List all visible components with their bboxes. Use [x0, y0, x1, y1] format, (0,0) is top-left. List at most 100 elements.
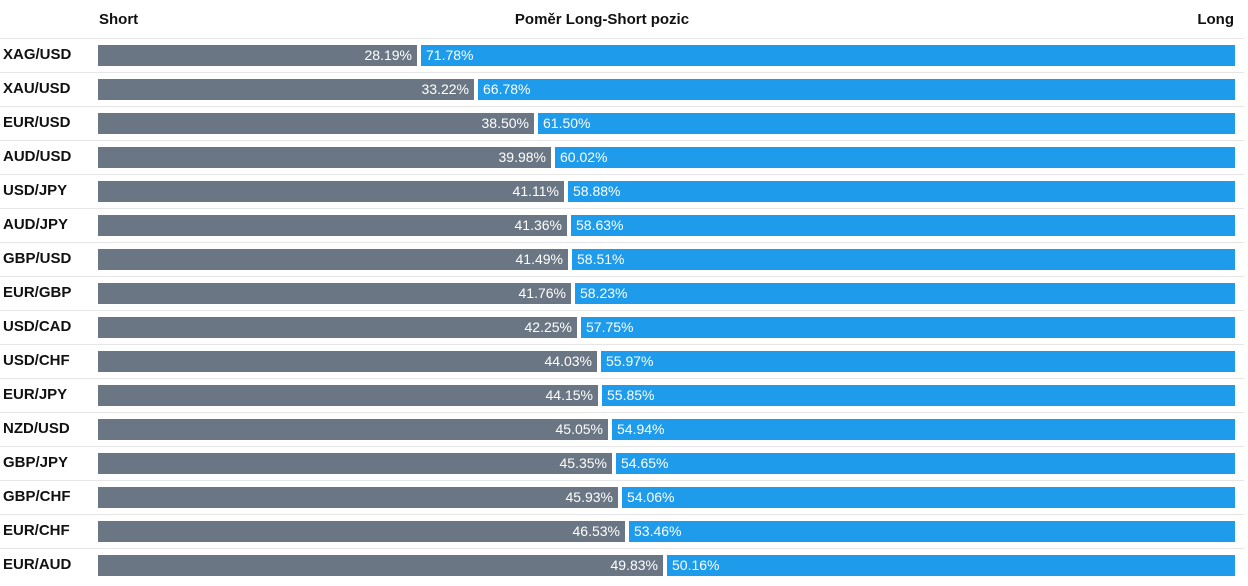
table-row: USD/CAD 42.25% 57.75% — [0, 310, 1244, 345]
table-row: NZD/USD 45.05% 54.94% — [0, 412, 1244, 447]
table-row: USD/CHF 44.03% 55.97% — [0, 344, 1244, 379]
long-value-label: 50.16% — [672, 557, 720, 573]
short-bar: 49.83% — [98, 555, 663, 576]
currency-pair-label: GBP/JPY — [3, 454, 69, 471]
currency-pair-label: XAG/USD — [3, 46, 72, 63]
short-value-label: 44.03% — [544, 353, 592, 369]
table-row: GBP/CHF 45.93% 54.06% — [0, 480, 1244, 515]
short-value-label: 42.25% — [524, 319, 572, 335]
long-value-label: 58.88% — [573, 183, 621, 199]
short-value-label: 28.19% — [364, 47, 412, 63]
short-bar: 46.53% — [98, 521, 625, 542]
table-row: AUD/JPY 41.36% 58.63% — [0, 208, 1244, 243]
short-value-label: 39.98% — [498, 149, 546, 165]
table-row: GBP/USD 41.49% 58.51% — [0, 242, 1244, 277]
currency-pair-label: USD/CAD — [3, 318, 72, 335]
long-bar: 55.85% — [602, 385, 1235, 406]
short-bar: 41.76% — [98, 283, 571, 304]
long-bar: 71.78% — [421, 45, 1235, 66]
long-header-label: Long — [1197, 11, 1234, 28]
table-row: EUR/USD 38.50% 61.50% — [0, 106, 1244, 141]
long-bar: 58.51% — [572, 249, 1235, 270]
long-value-label: 66.78% — [483, 81, 531, 97]
currency-pair-label: USD/JPY — [3, 182, 68, 199]
currency-pair-label: XAU/USD — [3, 80, 71, 97]
currency-pair-label: EUR/CHF — [3, 522, 70, 539]
short-value-label: 41.36% — [514, 217, 562, 233]
long-value-label: 54.65% — [621, 455, 669, 471]
table-row: EUR/CHF 46.53% 53.46% — [0, 514, 1244, 549]
currency-pair-label: GBP/USD — [3, 250, 72, 267]
long-value-label: 58.51% — [577, 251, 625, 267]
table-row: EUR/GBP 41.76% 58.23% — [0, 276, 1244, 311]
currency-pair-label: NZD/USD — [3, 420, 70, 437]
short-bar: 33.22% — [98, 79, 474, 100]
table-row: GBP/JPY 45.35% 54.65% — [0, 446, 1244, 481]
long-bar: 58.63% — [571, 215, 1235, 236]
short-value-label: 33.22% — [421, 81, 469, 97]
table-row: XAG/USD 28.19% 71.78% — [0, 38, 1244, 73]
short-bar: 42.25% — [98, 317, 577, 338]
short-value-label: 38.50% — [481, 115, 529, 131]
short-bar: 41.11% — [98, 181, 564, 202]
short-header-label: Short — [99, 11, 139, 28]
short-bar: 39.98% — [98, 147, 551, 168]
table-row: EUR/AUD 49.83% 50.16% — [0, 548, 1244, 583]
chart-title: Poměr Long-Short pozic — [514, 11, 690, 28]
short-bar: 41.49% — [98, 249, 568, 270]
long-bar: 61.50% — [538, 113, 1235, 134]
short-value-label: 45.35% — [559, 455, 607, 471]
long-value-label: 55.97% — [606, 353, 654, 369]
currency-pair-label: EUR/USD — [3, 114, 71, 131]
long-value-label: 57.75% — [586, 319, 634, 335]
long-bar: 50.16% — [667, 555, 1235, 576]
currency-pair-label: EUR/GBP — [3, 284, 72, 301]
currency-pair-label: AUD/USD — [3, 148, 72, 165]
currency-pair-label: AUD/JPY — [3, 216, 69, 233]
short-value-label: 41.76% — [518, 285, 566, 301]
short-value-label: 45.05% — [555, 421, 603, 437]
short-value-label: 45.93% — [565, 489, 613, 505]
table-row: XAU/USD 33.22% 66.78% — [0, 72, 1244, 107]
currency-pair-label: EUR/JPY — [3, 386, 68, 403]
short-bar: 38.50% — [98, 113, 534, 134]
table-row: USD/JPY 41.11% 58.88% — [0, 174, 1244, 209]
long-value-label: 58.63% — [576, 217, 624, 233]
long-value-label: 55.85% — [607, 387, 655, 403]
table-row: EUR/JPY 44.15% 55.85% — [0, 378, 1244, 413]
long-value-label: 54.94% — [617, 421, 665, 437]
short-bar: 28.19% — [98, 45, 417, 66]
long-bar: 58.23% — [575, 283, 1235, 304]
long-value-label: 71.78% — [426, 47, 474, 63]
long-bar: 55.97% — [601, 351, 1235, 372]
long-bar: 66.78% — [478, 79, 1235, 100]
long-bar: 53.46% — [629, 521, 1235, 542]
long-value-label: 60.02% — [560, 149, 608, 165]
long-bar: 54.06% — [622, 487, 1235, 508]
short-bar: 44.03% — [98, 351, 597, 372]
currency-pair-label: GBP/CHF — [3, 488, 71, 505]
short-value-label: 41.49% — [515, 251, 563, 267]
short-bar: 45.35% — [98, 453, 612, 474]
short-bar: 45.93% — [98, 487, 618, 508]
short-bar: 44.15% — [98, 385, 598, 406]
long-bar: 60.02% — [555, 147, 1235, 168]
table-row: AUD/USD 39.98% 60.02% — [0, 140, 1244, 175]
currency-pair-label: EUR/AUD — [3, 556, 72, 573]
short-value-label: 46.53% — [572, 523, 620, 539]
long-bar: 58.88% — [568, 181, 1235, 202]
long-value-label: 53.46% — [634, 523, 682, 539]
long-value-label: 58.23% — [580, 285, 628, 301]
long-bar: 57.75% — [581, 317, 1235, 338]
short-value-label: 41.11% — [512, 183, 559, 199]
long-value-label: 54.06% — [627, 489, 675, 505]
long-bar: 54.65% — [616, 453, 1235, 474]
long-bar: 54.94% — [612, 419, 1235, 440]
short-value-label: 49.83% — [610, 557, 658, 573]
currency-pair-label: USD/CHF — [3, 352, 70, 369]
long-value-label: 61.50% — [543, 115, 591, 131]
short-value-label: 44.15% — [545, 387, 593, 403]
short-bar: 41.36% — [98, 215, 567, 236]
short-bar: 45.05% — [98, 419, 608, 440]
